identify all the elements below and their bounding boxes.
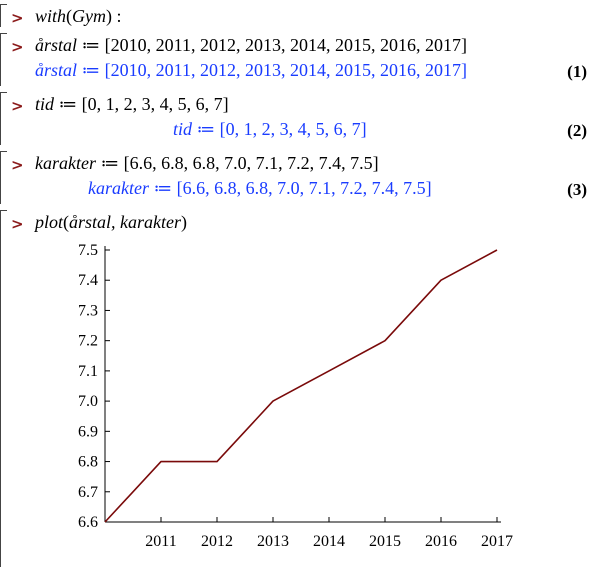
input-line-tid[interactable]: tid ≔ [0, 1, 2, 3, 4, 5, 6, 7] [35, 94, 229, 115]
list-value: [6.6, 6.8, 6.8, 7.0, 7.1, 7.2, 7.4, 7.5] [123, 153, 379, 173]
assign-operator: ≔ [77, 35, 105, 55]
y-tick-label: 7.3 [78, 302, 98, 319]
execution-group-5 [0, 210, 7, 567]
variable-name: tid [35, 94, 55, 114]
x-tick-label: 2017 [481, 533, 513, 550]
y-tick-label: 7.4 [78, 272, 98, 289]
input-prompt: > [11, 97, 24, 115]
assign-operator: ≔ [192, 119, 220, 139]
command-argument: Gym [72, 6, 107, 26]
x-tick-label: 2012 [201, 533, 233, 550]
assign-operator: ≔ [95, 153, 124, 173]
input-line-karakter[interactable]: karakter ≔ [6.6, 6.8, 6.8, 7.0, 7.1, 7.2… [35, 153, 379, 174]
variable-name: årstal [35, 60, 78, 80]
list-value: [0, 1, 2, 3, 4, 5, 6, 7] [81, 94, 229, 114]
y-tick-label: 7.0 [78, 393, 98, 410]
variable-name: årstal [35, 35, 78, 55]
x-tick-label: 2013 [257, 533, 289, 550]
x-tick-label: 2016 [425, 533, 457, 550]
list-value: [2010, 2011, 2012, 2013, 2014, 2015, 201… [104, 35, 467, 55]
output-line-tid: tid ≔ [0, 1, 2, 3, 4, 5, 6, 7] [173, 119, 367, 140]
execution-group-3 [0, 92, 7, 145]
equation-label: (1) [567, 62, 587, 81]
x-tick-label: 2011 [145, 533, 176, 550]
equation-label: (2) [567, 121, 587, 140]
variable-name: tid [173, 119, 193, 139]
y-tick-label: 6.9 [78, 423, 98, 440]
input-prompt: > [11, 38, 24, 56]
input-line-plot[interactable]: plot(årstal, karakter) [35, 212, 188, 232]
y-tick-label: 6.7 [78, 484, 98, 501]
y-tick-label: 6.8 [78, 454, 98, 471]
execution-group-2 [0, 33, 7, 86]
assign-operator: ≔ [148, 178, 177, 198]
x-tick-label: 2015 [369, 533, 401, 550]
input-line-arstal[interactable]: årstal ≔ [2010, 2011, 2012, 2013, 2014, … [35, 35, 467, 56]
assign-operator: ≔ [54, 94, 82, 114]
command-name: plot [35, 212, 64, 232]
command-terminator: : [112, 6, 122, 26]
command-name: with [35, 6, 67, 26]
list-value: [0, 1, 2, 3, 4, 5, 6, 7] [219, 119, 367, 139]
variable-name: karakter [88, 178, 149, 198]
assign-operator: ≔ [77, 60, 105, 80]
output-line-karakter: karakter ≔ [6.6, 6.8, 6.8, 7.0, 7.1, 7.2… [88, 178, 432, 199]
y-tick-label: 7.2 [78, 333, 98, 350]
data-series-line [104, 249, 498, 523]
y-tick-label: 6.6 [78, 514, 98, 531]
input-prompt: > [11, 156, 24, 174]
y-tick-label: 7.5 [78, 242, 98, 259]
execution-group-1 [0, 4, 7, 27]
output-line-arstal: årstal ≔ [2010, 2011, 2012, 2013, 2014, … [35, 60, 467, 81]
execution-group-4 [0, 151, 7, 204]
x-tick-label: 2014 [313, 533, 345, 550]
equation-label: (3) [567, 180, 587, 199]
y-tick-label: 7.1 [78, 363, 98, 380]
variable-name: karakter [35, 153, 96, 173]
list-value: [2010, 2011, 2012, 2013, 2014, 2015, 201… [104, 60, 467, 80]
command-argument: årstal, karakter [69, 212, 182, 232]
input-line-with-package[interactable]: with(Gym) : [35, 6, 122, 26]
input-prompt: > [11, 9, 24, 27]
list-value: [6.6, 6.8, 6.8, 7.0, 7.1, 7.2, 7.4, 7.5] [176, 178, 432, 198]
input-prompt: > [11, 215, 24, 233]
